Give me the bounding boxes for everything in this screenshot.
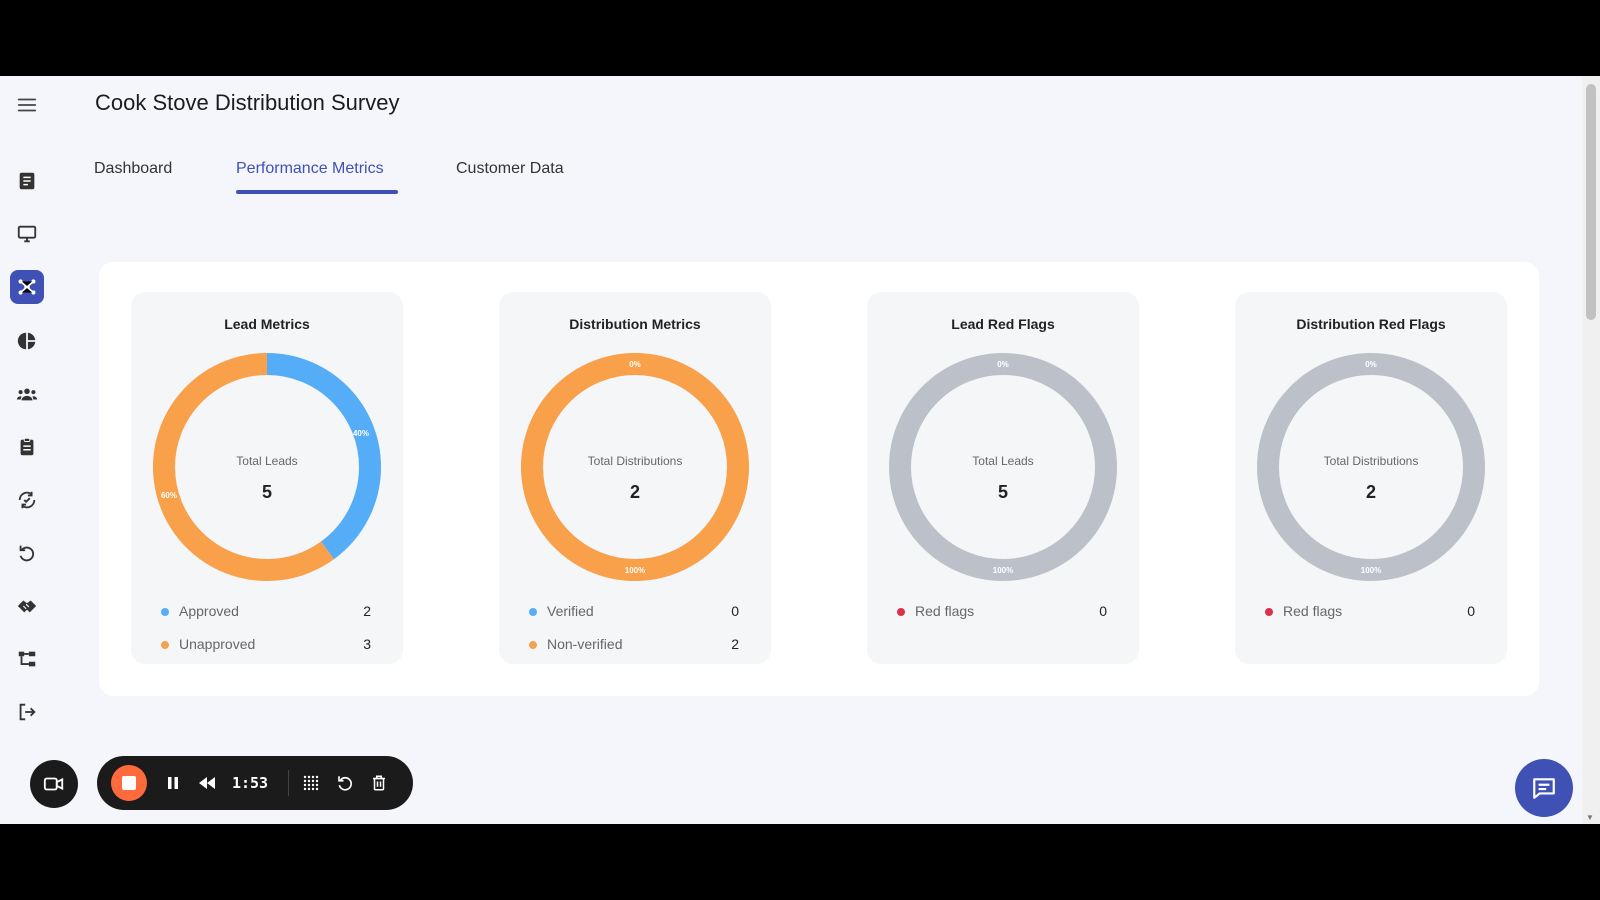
chat-icon: [1533, 778, 1555, 799]
lead-metrics-donut: 40% 60%: [153, 353, 381, 581]
tab-dashboard[interactable]: Dashboard: [94, 160, 173, 177]
recording-timer: 1:53: [231, 774, 269, 792]
legend-dot: [1265, 608, 1273, 616]
restart-icon: [338, 776, 352, 791]
logout-icon[interactable]: [10, 695, 44, 729]
distribution-red-flags-card: Distribution Red Flags 0% 100% Total Dis…: [1235, 292, 1507, 664]
recording-toolbar: 1:53: [97, 756, 413, 810]
stop-recording-button[interactable]: [111, 765, 147, 801]
legend-count: 2: [363, 603, 371, 619]
card-title: Distribution Red Flags: [1296, 316, 1446, 332]
pause-button[interactable]: [159, 766, 187, 800]
legend-count: 2: [731, 636, 739, 652]
group-icon[interactable]: [10, 377, 44, 411]
lead-metrics-card: Lead Metrics 40% 60% Total Leads 5 Appro…: [131, 292, 403, 664]
donut-center-label: Total Distributions: [587, 454, 683, 468]
legend-item-unapproved: Unapproved 3: [161, 635, 381, 655]
legend-item-red-flags: Red flags 0: [1265, 602, 1485, 622]
distribution-metrics-card: Distribution Metrics 0% 100% Total Distr…: [499, 292, 771, 664]
video-camera-icon: [43, 777, 64, 791]
legend-item-verified: Verified 0: [529, 602, 749, 622]
donut-center-label: Total Distributions: [1323, 454, 1419, 468]
tab-customer-data[interactable]: Customer Data: [456, 160, 564, 177]
donut-segment-non-verified: [521, 353, 749, 581]
monitor-icon[interactable]: [10, 217, 44, 251]
toolbar-divider: [288, 770, 289, 796]
grid-icon: [303, 775, 319, 791]
active-tab-indicator: [236, 190, 398, 194]
form-icon[interactable]: [10, 164, 44, 198]
legend-count: 0: [1467, 603, 1475, 619]
scrollbar-thumb[interactable]: [1586, 84, 1596, 320]
card-title: Lead Red Flags: [951, 316, 1055, 332]
lead-red-flags-card: Lead Red Flags 0% 100% Total Leads 5 Red…: [867, 292, 1139, 664]
donut-ring: [889, 353, 1117, 581]
donut-center-value: 5: [261, 482, 272, 502]
hub-icon[interactable]: [10, 270, 44, 304]
segment-percent-label: 0%: [1365, 360, 1377, 369]
card-title: Distribution Metrics: [569, 316, 701, 332]
legend-count: 0: [1099, 603, 1107, 619]
hierarchy-icon[interactable]: [10, 642, 44, 676]
segment-percent-label: 60%: [161, 491, 177, 500]
legend-dot: [529, 608, 537, 616]
rewind-button[interactable]: [193, 766, 221, 800]
segment-percent-label: 0%: [997, 360, 1009, 369]
segment-percent-label: 100%: [625, 566, 645, 575]
metrics-panel: Lead Metrics 40% 60% Total Leads 5 Appro…: [99, 262, 1539, 696]
pie-chart-icon[interactable]: [10, 324, 44, 358]
scroll-down-arrow-icon[interactable]: ▼: [1586, 813, 1594, 822]
legend-dot: [161, 608, 169, 616]
clipboard-icon[interactable]: [10, 430, 44, 464]
camera-toggle-button[interactable]: [30, 760, 78, 808]
distribution-metrics-donut: 0% 100%: [521, 353, 749, 581]
legend-label: Unapproved: [179, 636, 256, 652]
donut-center-value: 5: [997, 482, 1008, 502]
legend-dot: [529, 641, 537, 649]
chat-button[interactable]: [1515, 759, 1573, 817]
legend-item-non-verified: Non-verified 2: [529, 635, 749, 655]
sidebar: [0, 76, 56, 824]
legend-dot: [897, 608, 905, 616]
page-title: Cook Stove Distribution Survey: [95, 90, 400, 115]
legend-label: Approved: [179, 603, 239, 619]
card-title: Lead Metrics: [224, 316, 310, 332]
legend-label: Verified: [547, 603, 594, 619]
legend-item-approved: Approved 2: [161, 602, 381, 622]
distribution-red-flags-donut: 0% 100%: [1257, 353, 1485, 581]
delete-recording-button[interactable]: [365, 766, 393, 800]
grid-button[interactable]: [297, 766, 325, 800]
legend-label: Non-verified: [547, 636, 623, 652]
lead-red-flags-donut: 0% 100%: [889, 353, 1117, 581]
restart-button[interactable]: [331, 766, 359, 800]
app-window: Cook Stove Distribution Survey Dashboard…: [0, 76, 1600, 824]
stop-icon: [122, 776, 136, 790]
donut-center-label: Total Leads: [236, 454, 298, 468]
donut-segment-unapproved: [153, 353, 381, 581]
refresh-icon[interactable]: [10, 536, 44, 570]
pause-icon: [168, 777, 178, 789]
donut-center-label: Total Leads: [972, 454, 1034, 468]
legend-dot: [161, 641, 169, 649]
menu-icon[interactable]: [10, 88, 44, 122]
legend-item-red-flags: Red flags 0: [897, 602, 1117, 622]
sync-check-icon[interactable]: [10, 483, 44, 517]
legend-label: Red flags: [1283, 603, 1343, 619]
legend-count: 0: [731, 603, 739, 619]
segment-percent-label: 0%: [629, 360, 641, 369]
tab-performance-metrics[interactable]: Performance Metrics: [236, 160, 384, 177]
trash-icon: [373, 775, 385, 791]
rewind-icon: [199, 777, 215, 789]
donut-center-value: 2: [1365, 482, 1376, 502]
segment-percent-label: 100%: [993, 566, 1013, 575]
vertical-scrollbar[interactable]: ▼: [1582, 76, 1600, 824]
handshake-icon[interactable]: [10, 589, 44, 623]
segment-percent-label: 40%: [353, 429, 369, 438]
donut-ring: [1257, 353, 1485, 581]
legend-label: Red flags: [915, 603, 975, 619]
legend-count: 3: [363, 636, 371, 652]
segment-percent-label: 100%: [1361, 566, 1381, 575]
donut-center-value: 2: [629, 482, 640, 502]
